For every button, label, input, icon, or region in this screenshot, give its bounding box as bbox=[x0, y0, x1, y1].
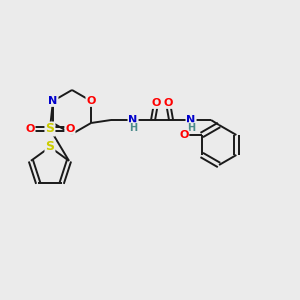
Text: O: O bbox=[65, 124, 75, 134]
Text: O: O bbox=[179, 130, 188, 140]
Text: N: N bbox=[186, 115, 196, 125]
Text: S: S bbox=[45, 122, 54, 136]
Text: O: O bbox=[152, 98, 161, 108]
Text: O: O bbox=[86, 96, 96, 106]
Text: N: N bbox=[48, 96, 58, 106]
Text: N: N bbox=[128, 115, 138, 125]
Text: H: H bbox=[129, 123, 137, 133]
Text: O: O bbox=[25, 124, 34, 134]
Text: H: H bbox=[187, 123, 195, 133]
Text: S: S bbox=[45, 140, 54, 154]
Text: O: O bbox=[164, 98, 173, 108]
